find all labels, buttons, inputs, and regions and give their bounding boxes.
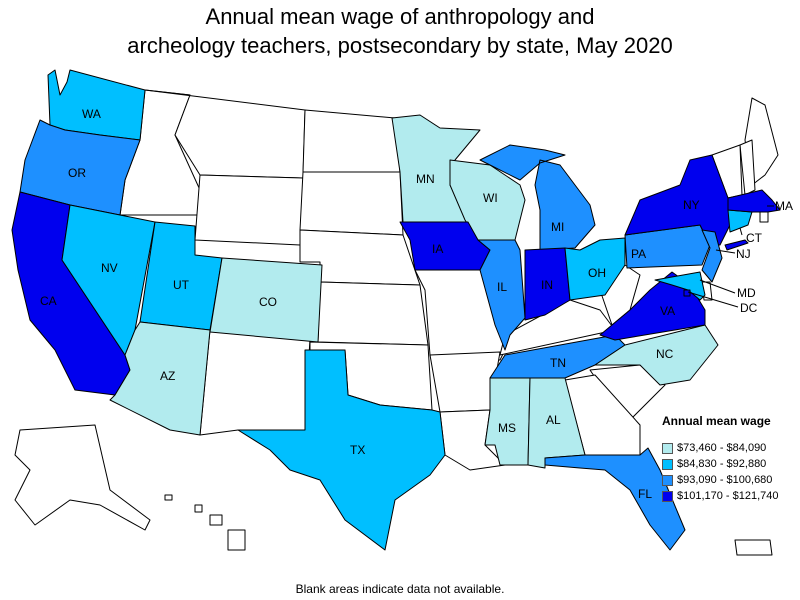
- state-KS: [317, 281, 429, 346]
- legend-label-1: $73,460 - $84,090: [677, 442, 767, 454]
- state-WY: [194, 174, 304, 246]
- legend-title: Annual mean wage: [662, 414, 771, 428]
- label-PA: PA: [631, 247, 646, 261]
- label-WA: WA: [82, 107, 101, 121]
- label-AL: AL: [546, 413, 561, 427]
- label-AZ: AZ: [160, 369, 175, 383]
- label-DC: DC: [740, 301, 758, 315]
- state-FL: [544, 447, 686, 551]
- legend-swatch-3: [662, 474, 673, 486]
- state-MI: [479, 144, 596, 251]
- legend-label-2: $84,830 - $92,880: [677, 458, 767, 470]
- state-TX: [237, 349, 446, 551]
- state-NC: [594, 324, 719, 386]
- state-labels: WA OR CA NV UT AZ CO TX MN WI IA IL MI I…: [40, 107, 793, 501]
- state-SD: [299, 171, 404, 236]
- label-NY: NY: [683, 198, 700, 212]
- state-NH: [739, 139, 756, 196]
- title-line-1: Annual mean wage of anthropology and: [205, 4, 595, 29]
- legend-swatch-4: [662, 490, 673, 502]
- label-OR: OR: [68, 166, 86, 180]
- legend-item: $84,830 - $92,880: [662, 456, 798, 472]
- label-OH: OH: [588, 266, 606, 280]
- label-MD: MD: [737, 286, 756, 300]
- state-NM: [199, 329, 311, 436]
- state-IN: [524, 247, 571, 321]
- label-CT: CT: [746, 231, 763, 245]
- state-PR: [734, 539, 773, 556]
- state-DC: [683, 289, 691, 297]
- legend-swatch-1: [662, 442, 673, 454]
- footnote: Blank areas indicate data not available.: [295, 582, 505, 596]
- label-TN: TN: [550, 356, 566, 370]
- map-title: Annual mean wage of anthropology and arc…: [0, 2, 800, 60]
- label-MN: MN: [416, 172, 435, 186]
- label-CA: CA: [40, 294, 57, 308]
- label-NV: NV: [101, 261, 118, 275]
- label-IA: IA: [432, 242, 443, 256]
- label-WI: WI: [483, 191, 498, 205]
- state-OH: [564, 237, 626, 301]
- state-CO: [209, 257, 323, 343]
- legend-item: $93,090 - $100,680: [662, 472, 798, 488]
- label-MI: MI: [551, 220, 564, 234]
- label-NJ: NJ: [736, 247, 751, 261]
- state-AK: [14, 424, 151, 531]
- label-MA: MA: [775, 199, 793, 213]
- label-NC: NC: [656, 347, 674, 361]
- label-VA: VA: [660, 304, 675, 318]
- leader-lines: [687, 205, 774, 308]
- legend: Annual mean wage $73,460 - $84,090 $84,8…: [662, 414, 798, 504]
- label-CO: CO: [259, 295, 277, 309]
- label-TX: TX: [350, 443, 365, 457]
- state-HI: [164, 494, 246, 551]
- legend-item: $73,460 - $84,090: [662, 440, 798, 456]
- legend-item: $101,170 - $121,740: [662, 488, 798, 504]
- label-IL: IL: [497, 280, 507, 294]
- label-FL: FL: [638, 487, 652, 501]
- legend-label-4: $101,170 - $121,740: [677, 490, 779, 502]
- title-line-2: archeology teachers, postsecondary by st…: [127, 33, 673, 58]
- label-MS: MS: [498, 421, 516, 435]
- label-UT: UT: [173, 278, 190, 292]
- state-ND: [302, 109, 401, 173]
- state-AZ: [109, 321, 211, 436]
- state-IL: [477, 239, 526, 351]
- legend-swatch-2: [662, 458, 673, 470]
- legend-label-3: $93,090 - $100,680: [677, 474, 773, 486]
- state-NJ: [701, 229, 723, 283]
- label-IN: IN: [541, 278, 553, 292]
- state-RI: [759, 211, 769, 223]
